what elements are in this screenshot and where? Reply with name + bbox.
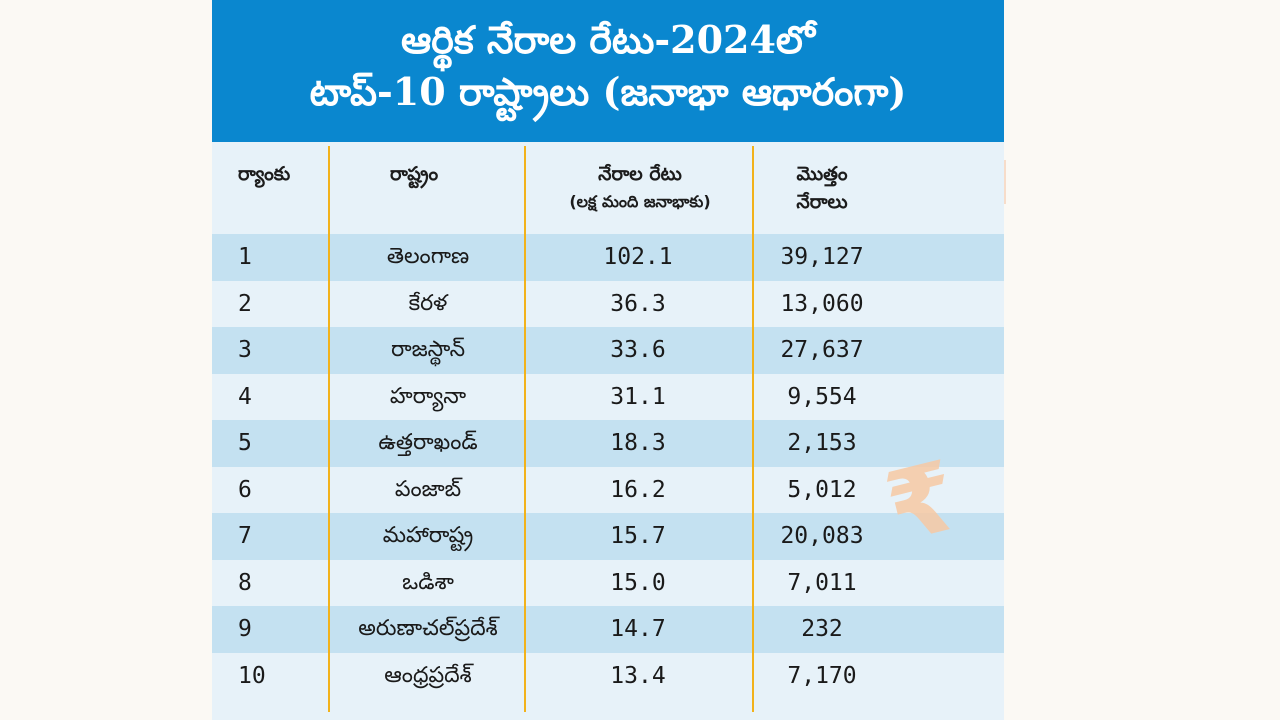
table-row: 6 పంజాబ్ 16.2 5,012 (212, 466, 1004, 513)
rank-cell: 10 (238, 662, 266, 689)
total-cell: 9,554 (787, 383, 857, 410)
rank-cell: 8 (238, 569, 252, 596)
table-row: 2 కేరళ 36.3 13,060 (212, 280, 1004, 327)
total-cell: 232 (801, 616, 843, 642)
state-cell: కేరళ (408, 290, 448, 316)
total-cell: 7,170 (787, 662, 857, 689)
state-cell: పంజాబ్ (394, 476, 462, 502)
total-cell: 7,011 (787, 569, 857, 596)
rate-cell: 18.3 (610, 430, 666, 456)
title-line-1: ఆర్థిక నేరాల రేటు-2024లో (400, 17, 816, 62)
rank-cell: 1 (238, 244, 252, 270)
rate-cell: 15.7 (610, 523, 666, 549)
header-total: మొత్తం నేరాలు (752, 160, 892, 216)
rate-cell: 16.2 (610, 476, 666, 503)
table-header: ర్యాంకు రాష్ట్రం నేరాల రేటు (లక్ష మంది జ… (212, 142, 1004, 234)
rate-cell: 13.4 (610, 662, 666, 689)
infographic-card: ఆర్థిక నేరాల రేటు-2024లో టాప్-10 రాష్ట్ర… (212, 0, 1004, 720)
header-rate-sub: (లక్ష మంది జనాభాకు) (569, 192, 711, 211)
table-row: 1 తెలంగాణ 102.1 39,127 (212, 234, 1004, 281)
header-rank: ర్యాంకు (238, 163, 291, 185)
title-banner: ఆర్థిక నేరాల రేటు-2024లో టాప్-10 రాష్ట్ర… (212, 0, 1004, 142)
rate-cell: 31.1 (610, 383, 666, 410)
state-cell: రాజస్థాన్ (390, 337, 466, 362)
table-row: 4 హర్యానా 31.1 9,554 (212, 373, 1004, 420)
table-row: 5 ఉత్తరాఖండ్ 18.3 2,153 (212, 420, 1004, 467)
column-divider (328, 146, 330, 712)
total-cell: 13,060 (780, 290, 864, 317)
rank-cell: 4 (238, 383, 252, 410)
table-body: 1 తెలంగాణ 102.1 39,127 2 కేరళ 36.3 13,06… (212, 234, 1004, 699)
header-total-line1: మొత్తం (796, 163, 848, 185)
state-cell: ఒడిశా (402, 569, 454, 595)
table-row: 3 రాజస్థాన్ 33.6 27,637 (212, 327, 1004, 374)
table-row: 10 ఆంధ్రప్రదేశ్ 13.4 7,170 (212, 652, 1004, 699)
title-line-2: టాప్-10 రాష్ట్రాలు (జనాభా ఆధారంగా) (309, 69, 907, 114)
total-cell: 2,153 (787, 430, 857, 456)
rank-cell: 3 (238, 337, 252, 363)
state-cell: అరుణాచల్‌ప్రదేశ్ (358, 616, 498, 641)
state-cell: హర్యానా (389, 383, 467, 409)
rank-cell: 6 (238, 476, 252, 503)
header-total-line2: నేరాలు (796, 191, 848, 213)
total-cell: 20,083 (780, 523, 864, 549)
rate-cell: 36.3 (610, 290, 666, 317)
header-state: రాష్ట్రం (390, 163, 439, 185)
column-divider (752, 146, 754, 712)
rate-cell: 33.6 (610, 337, 666, 363)
state-cell: మహారాష్ట్ర (382, 523, 474, 548)
table-row: 8 ఒడిశా 15.0 7,011 (212, 559, 1004, 606)
table-row: 9 అరుణాచల్‌ప్రదేశ్ 14.7 232 (212, 606, 1004, 653)
header-rate: నేరాల రేటు (లక్ష మంది జనాభాకు) (530, 160, 750, 216)
header-rate-label: నేరాల రేటు (598, 163, 682, 185)
total-cell: 39,127 (780, 244, 864, 270)
state-cell: ఉత్తరాఖండ్ (378, 430, 478, 455)
decorative-edge-mark (1004, 160, 1018, 204)
column-divider (524, 146, 526, 712)
rank-cell: 7 (238, 523, 252, 549)
rank-cell: 2 (238, 290, 252, 317)
crime-rate-table: ర్యాంకు రాష్ట్రం నేరాల రేటు (లక్ష మంది జ… (212, 142, 1004, 720)
state-cell: ఆంధ్రప్రదేశ్ (384, 662, 472, 688)
rate-cell: 14.7 (610, 616, 666, 642)
total-cell: 5,012 (787, 476, 857, 503)
total-cell: 27,637 (780, 337, 864, 363)
table-row: 7 మహారాష్ట్ర 15.7 20,083 (212, 513, 1004, 560)
state-cell: తెలంగాణ (386, 244, 470, 269)
rate-cell: 15.0 (610, 569, 666, 596)
rank-cell: 5 (238, 430, 252, 456)
rank-cell: 9 (238, 616, 252, 642)
rate-cell: 102.1 (603, 244, 673, 270)
